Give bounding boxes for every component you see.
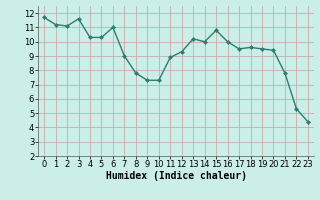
X-axis label: Humidex (Indice chaleur): Humidex (Indice chaleur) [106, 171, 246, 181]
